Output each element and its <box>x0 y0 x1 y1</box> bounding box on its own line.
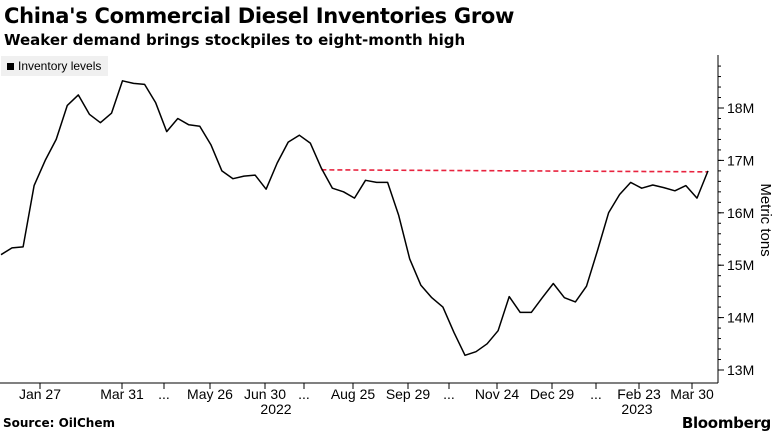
x-year-label: 2022 <box>260 401 291 417</box>
x-year-label: 2023 <box>621 401 652 417</box>
legend: Inventory levels <box>1 56 109 76</box>
y-tick-label: 17M <box>727 152 754 168</box>
x-tick-label: Mar 31 <box>100 386 144 402</box>
x-tick-label: ... <box>158 386 170 402</box>
y-tick-label: 16M <box>727 205 754 221</box>
x-tick-label: May 26 <box>187 386 233 402</box>
chart-subtitle: Weaker demand brings stockpiles to eight… <box>4 31 466 49</box>
y-axis-title: Metric tons <box>757 183 774 256</box>
brand-logo: Bloomberg <box>681 414 771 432</box>
legend-swatch <box>7 62 14 70</box>
y-tick-label: 13M <box>727 362 754 378</box>
x-tick-label: ... <box>443 386 455 402</box>
y-tick-label: 15M <box>727 257 754 273</box>
reference-line <box>321 169 709 173</box>
source-note: Source: OilChem <box>3 416 115 430</box>
x-tick-label: Jan 27 <box>19 386 61 402</box>
chart-title: China's Commercial Diesel Inventories Gr… <box>4 4 515 28</box>
x-tick-label: Jun 30 <box>244 386 286 402</box>
x-tick-label: Mar 30 <box>670 386 714 402</box>
x-tick-label: Sep 29 <box>386 386 431 402</box>
x-tick-label: Dec 29 <box>530 386 575 402</box>
x-tick-label: ... <box>590 386 602 402</box>
series-line-inventory-levels <box>0 80 709 357</box>
x-tick-label: Aug 25 <box>331 386 376 402</box>
x-tick-label: Feb 23 <box>617 386 661 402</box>
y-tick-label: 14M <box>727 310 754 326</box>
y-tick-label: 18M <box>727 100 754 116</box>
x-tick-label: Nov 24 <box>475 386 520 402</box>
legend-label: Inventory levels <box>18 59 102 73</box>
x-tick-label: ... <box>298 386 310 402</box>
